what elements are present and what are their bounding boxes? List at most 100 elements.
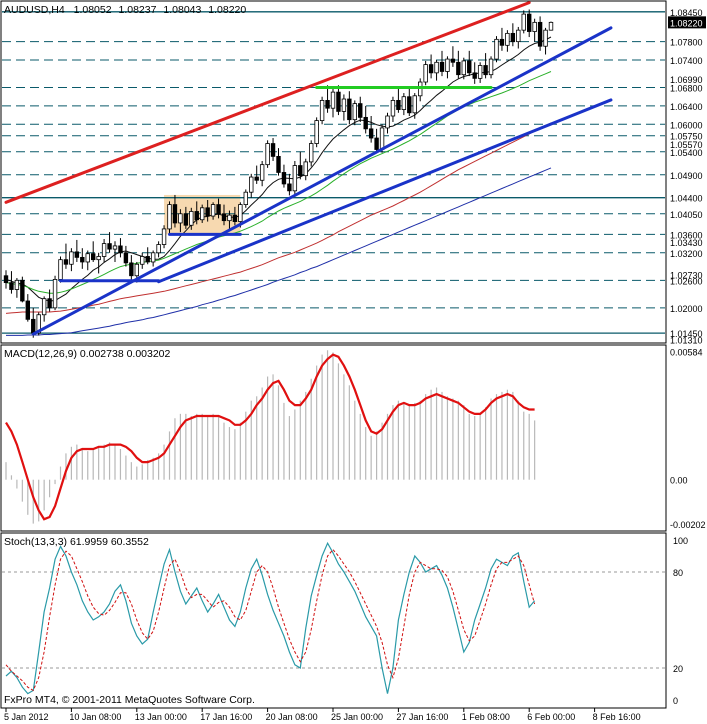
candle-body-34 [189, 211, 194, 226]
candle-body-97 [532, 21, 537, 32]
candle-body-24 [134, 263, 139, 277]
time-label-3: 17 Jan 16:00 [200, 712, 252, 722]
candle-body-30 [167, 204, 172, 230]
stoch-axis-label-2: 20 [673, 664, 683, 674]
candle-body-50 [276, 155, 281, 173]
candle-body-42 [232, 214, 238, 222]
candle-body-86 [472, 72, 477, 79]
price-label-7: 1.06000 [670, 120, 703, 130]
time-axis: 5 Jan 2012 10 Jan 08:00 13 Jan 00:00 17 Jan… [4, 708, 641, 722]
stoch-signal-line [5, 548, 536, 692]
candle-body-81 [445, 58, 450, 72]
candle-body-8 [47, 298, 52, 309]
time-label-9: 8 Feb 16:00 [593, 712, 641, 722]
time-label-1: 10 Jan 08:00 [69, 712, 121, 722]
candle-body-19 [107, 243, 112, 250]
candle-body-91 [499, 38, 505, 46]
candle-body-15 [85, 253, 90, 263]
moving-average-2 [5, 122, 552, 314]
price-label-4: 1.06990 [670, 75, 703, 85]
candle-body-69 [379, 127, 385, 150]
time-label-7: 1 Feb 08:00 [462, 712, 510, 722]
candle-body-2 [14, 279, 20, 290]
candle-body-14 [80, 256, 85, 263]
macd-axis-label-1: 0.00 [670, 476, 688, 486]
candle-body-92 [505, 32, 510, 46]
price-label-8: 1.05750 [670, 132, 703, 142]
price-label-1: 1.08220 [670, 18, 703, 28]
candle-body-87 [477, 65, 483, 79]
time-label-4: 20 Jan 08:00 [266, 712, 318, 722]
candle-body-94 [516, 29, 521, 43]
stoch-panel-frame [0, 532, 667, 709]
trendline-1 [31, 26, 613, 336]
candle-body-63 [347, 98, 352, 121]
candle-body-80 [439, 61, 445, 72]
candle-body-77 [423, 64, 428, 83]
candle-body-59 [325, 99, 330, 109]
candle-body-31 [172, 204, 178, 224]
candle-body-66 [363, 116, 368, 130]
time-label-0: 5 Jan 2012 [4, 712, 49, 722]
price-label-21: 1.01310 [670, 336, 703, 346]
candle-body-35 [194, 211, 199, 221]
candle-body-96 [527, 13, 532, 32]
candle-body-0 [3, 275, 9, 284]
candle-body-65 [358, 103, 363, 118]
price-label-0: 1.08450 [670, 8, 703, 18]
candle-body-84 [461, 60, 466, 76]
candle-body-25 [140, 256, 145, 265]
candle-body-11 [63, 259, 69, 265]
candle-body-27 [150, 252, 156, 263]
candle-body-45 [249, 176, 254, 193]
candle-body-56 [308, 143, 314, 163]
candle-body-20 [112, 245, 118, 250]
candle-body-52 [287, 183, 292, 192]
stoch-label: Stoch(13,3,3) 61.9959 60.3552 [4, 536, 149, 548]
candle-body-33 [183, 213, 189, 226]
candle-body-99 [543, 29, 548, 47]
candle-body-13 [74, 251, 80, 258]
candle-body-100 [548, 21, 554, 31]
candle-body-74 [407, 96, 412, 114]
candle-body-32 [178, 213, 183, 224]
time-label-8: 6 Feb 00:00 [527, 712, 575, 722]
candle-body-68 [374, 137, 379, 150]
candle-body-93 [510, 32, 516, 43]
candle-body-7 [41, 298, 47, 316]
ohlc-open: 1.08052 [74, 4, 112, 16]
candle-body-9 [52, 279, 58, 309]
symbol-header: AUDUSD,H4 1.08052 1.08237 1.08043 1.0822… [4, 4, 246, 16]
ohlc-low: 1.08043 [163, 4, 201, 16]
candle-body-60 [330, 91, 336, 109]
ohlc-close: 1.08220 [208, 4, 246, 16]
stoch-panel: 100 80 20 0 [2, 536, 688, 706]
time-label-2: 13 Jan 00:00 [135, 712, 187, 722]
stoch-main-line [5, 541, 536, 695]
candle-body-49 [270, 143, 276, 157]
macd-panel: 0.00584 0.00 -0.00202 [5, 348, 706, 530]
candle-body-53 [292, 165, 298, 192]
candle-body-82 [450, 58, 456, 63]
candle-body-55 [303, 161, 308, 177]
price-label-5: 1.06800 [670, 84, 703, 94]
candle-body-16 [91, 253, 96, 261]
price-label-13: 1.04050 [670, 210, 703, 220]
candle-body-89 [488, 58, 494, 76]
price-label-12: 1.04400 [670, 194, 703, 204]
macd-axis-label-2: -0.00202 [670, 520, 706, 530]
price-label-6: 1.06400 [670, 102, 703, 112]
candle-body-51 [281, 172, 287, 185]
candle-body-57 [314, 120, 319, 144]
candle-body-95 [521, 13, 526, 31]
candle-body-29 [161, 228, 167, 245]
candle-body-98 [537, 21, 543, 47]
candle-body-12 [69, 251, 74, 265]
macd-signal-line [5, 353, 535, 521]
candle-body-70 [385, 115, 390, 129]
candle-body-17 [96, 256, 101, 261]
candle-body-88 [483, 65, 488, 76]
candle-body-72 [396, 99, 401, 110]
current-price-tag [668, 16, 706, 29]
